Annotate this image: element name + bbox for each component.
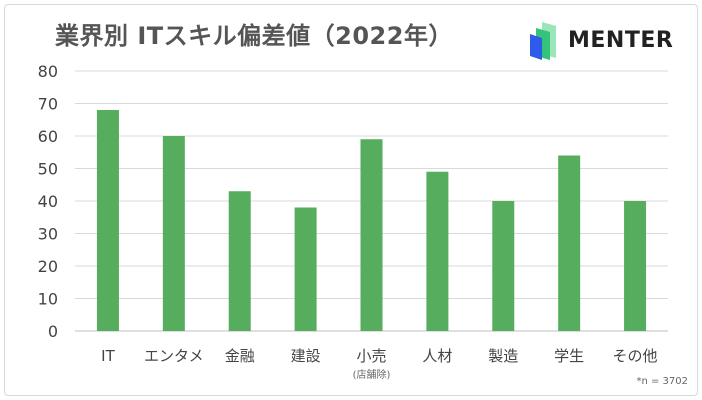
y-tick-label: 10: [38, 290, 58, 309]
menter-logo-icon: [530, 22, 556, 60]
bar-3: [294, 207, 317, 331]
sample-size-note: *n = 3702: [636, 376, 688, 387]
y-tick-label: 40: [38, 192, 58, 211]
x-category-label: 製造: [488, 347, 518, 365]
bar-4: [360, 139, 383, 331]
chart-title: 業界別 ITスキル偏差値（2022年）: [55, 22, 453, 50]
x-category-label: 金融: [225, 347, 255, 365]
x-category-label: その他: [613, 347, 658, 365]
y-tick-label: 30: [38, 225, 58, 244]
bar-2: [228, 191, 251, 331]
y-axis-ticks: 0 10 20 30 40 50 60 70 80: [38, 62, 58, 341]
y-tick-label: 80: [38, 62, 58, 81]
x-category-label: 学生: [554, 347, 584, 365]
bar-1: [162, 136, 185, 331]
y-tick-label: 20: [38, 257, 58, 276]
x-axis-labels: IT エンタメ 金融 建設 小売 (店舗除) 人材 製造 学生 その他: [101, 347, 657, 381]
bar-7: [558, 155, 581, 331]
bar-6: [492, 201, 515, 331]
bar-8: [624, 201, 647, 331]
x-category-label: エンタメ: [144, 347, 204, 365]
bar-5: [426, 171, 449, 331]
bar-0: [96, 110, 119, 331]
x-category-label: 小売: [356, 347, 386, 365]
bars: [96, 110, 647, 331]
x-category-note: (店舗除): [353, 368, 391, 381]
y-tick-label: 60: [38, 127, 58, 146]
x-category-label: 人材: [422, 347, 452, 365]
brand-name: MENTER: [568, 27, 674, 53]
y-tick-label: 70: [38, 95, 58, 114]
brand-logo: MENTER: [528, 20, 673, 60]
x-category-label: IT: [101, 347, 115, 365]
x-category-label: 建設: [291, 347, 321, 365]
y-tick-label: 50: [38, 160, 58, 179]
y-tick-label: 0: [48, 322, 58, 341]
